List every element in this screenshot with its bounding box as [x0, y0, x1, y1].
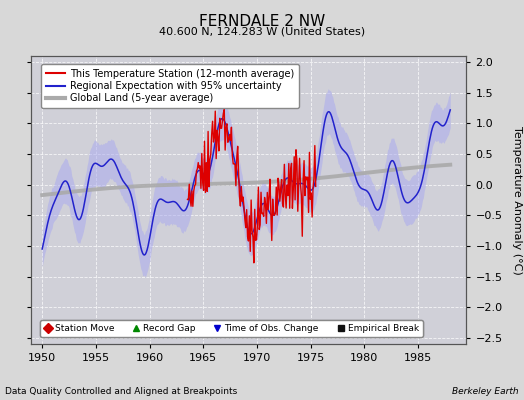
Legend: Station Move, Record Gap, Time of Obs. Change, Empirical Break: Station Move, Record Gap, Time of Obs. C…: [40, 320, 422, 337]
Y-axis label: Temperature Anomaly (°C): Temperature Anomaly (°C): [512, 126, 522, 274]
Text: 40.600 N, 124.283 W (United States): 40.600 N, 124.283 W (United States): [159, 26, 365, 36]
Text: Berkeley Earth: Berkeley Earth: [452, 387, 519, 396]
Text: FERNDALE 2 NW: FERNDALE 2 NW: [199, 14, 325, 29]
Text: Data Quality Controlled and Aligned at Breakpoints: Data Quality Controlled and Aligned at B…: [5, 387, 237, 396]
